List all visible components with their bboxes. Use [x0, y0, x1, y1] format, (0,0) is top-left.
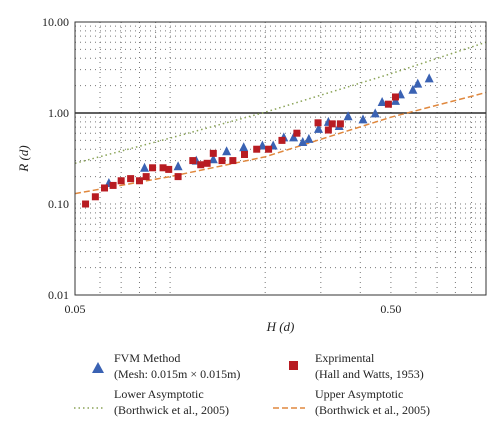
point-fvm: [408, 84, 418, 94]
point-experimental: [82, 200, 90, 208]
legend-item-lower-asymptotic: Lower Asymptotic (Borthwick et al., 2005…: [74, 387, 229, 417]
point-experimental: [324, 126, 332, 134]
y-axis-label: R (d): [16, 145, 31, 172]
point-experimental: [159, 164, 167, 172]
point-experimental: [174, 173, 182, 181]
point-fvm: [289, 132, 299, 142]
point-experimental: [391, 93, 399, 101]
point-fvm: [424, 73, 434, 83]
points: [82, 73, 434, 208]
point-fvm: [304, 133, 314, 143]
legend-item-experimental: Exprimental (Hall and Watts, 1953): [289, 351, 424, 381]
legend-label-lower: Lower Asymptotic: [114, 387, 204, 401]
point-fvm: [314, 123, 324, 133]
point-experimental: [165, 165, 173, 173]
x-axis-label: H (d): [266, 319, 295, 334]
point-experimental: [209, 149, 217, 157]
legend-sublabel-experimental: (Hall and Watts, 1953): [315, 367, 424, 381]
tick-labels: 10.00 1.00 0.10 0.010.05 0.50: [42, 15, 401, 316]
point-experimental: [203, 159, 211, 167]
legend-label-experimental: Exprimental: [315, 351, 375, 365]
point-experimental: [265, 145, 273, 153]
legend-sublabel-lower: (Borthwick et al., 2005): [114, 403, 229, 417]
legend: FVM Method (Mesh: 0.015m × 0.015m) Expri…: [74, 351, 430, 417]
point-experimental: [197, 161, 205, 169]
legend-item-upper-asymptotic: Upper Asymptotic (Borthwick et al., 2005…: [273, 387, 430, 417]
series-line-2: [74, 41, 487, 165]
legend-marker-triangle: [92, 362, 104, 373]
legend-marker-square: [289, 361, 298, 370]
point-experimental: [278, 136, 286, 144]
point-fvm: [239, 142, 249, 152]
point-fvm: [413, 78, 423, 88]
point-fvm: [298, 137, 308, 147]
legend-label-fvm: FVM Method: [114, 351, 180, 365]
point-experimental: [101, 184, 109, 192]
point-experimental: [253, 145, 261, 153]
point-experimental: [229, 157, 237, 165]
y-tick-label: 0.01: [48, 288, 69, 302]
point-experimental: [328, 120, 336, 128]
point-fvm: [343, 111, 353, 121]
x-tick-label: 0.50: [380, 302, 401, 316]
point-experimental: [314, 119, 322, 127]
point-experimental: [336, 120, 344, 128]
point-experimental: [91, 193, 99, 201]
point-experimental: [149, 164, 157, 172]
y-tick-label: 0.10: [48, 197, 69, 211]
legend-sublabel-fvm: (Mesh: 0.015m × 0.015m): [114, 367, 240, 381]
point-experimental: [293, 129, 301, 137]
legend-item-fvm: FVM Method (Mesh: 0.015m × 0.015m): [92, 351, 240, 381]
curves: [74, 41, 487, 195]
point-fvm: [173, 161, 183, 171]
y-tick-label: 10.00: [42, 15, 69, 29]
point-fvm: [358, 114, 368, 124]
legend-label-upper: Upper Asymptotic: [315, 387, 403, 401]
point-fvm: [140, 162, 150, 172]
point-experimental: [218, 157, 226, 165]
point-experimental: [384, 100, 392, 108]
point-fvm: [222, 146, 232, 156]
point-fvm: [208, 154, 218, 164]
point-experimental: [117, 177, 125, 185]
point-experimental: [135, 177, 143, 185]
point-experimental: [109, 181, 117, 189]
point-experimental: [142, 173, 150, 181]
point-fvm: [370, 108, 380, 118]
point-fvm: [377, 97, 387, 107]
grid: [74, 21, 487, 296]
plot-frame: [74, 21, 487, 296]
point-experimental: [189, 157, 197, 165]
x-tick-label: 0.05: [65, 302, 86, 316]
point-experimental: [241, 150, 249, 158]
point-experimental: [127, 175, 135, 183]
legend-sublabel-upper: (Borthwick et al., 2005): [315, 403, 430, 417]
y-tick-label: 1.00: [48, 106, 69, 120]
